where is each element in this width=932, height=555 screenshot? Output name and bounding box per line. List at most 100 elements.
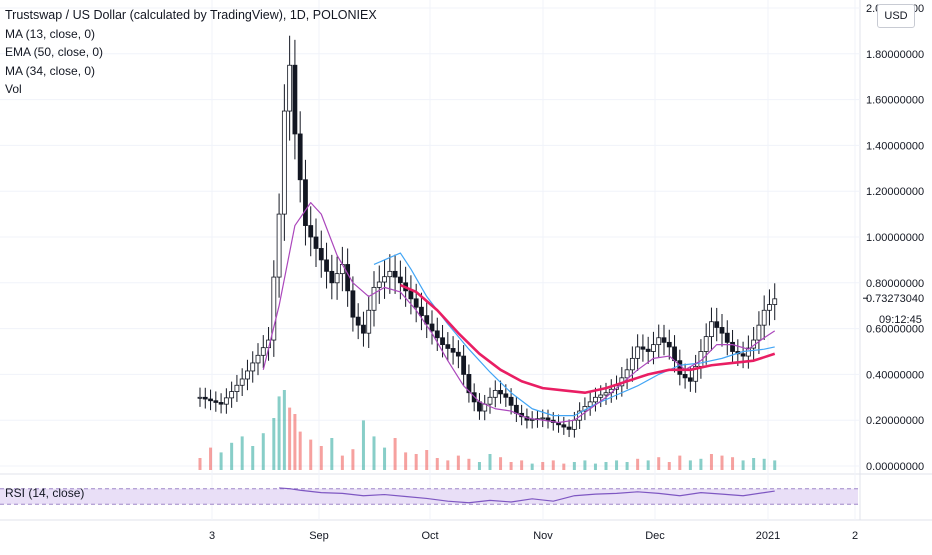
volume-bar [372,436,376,470]
volume-bar [272,418,276,470]
volume-bar [393,438,397,470]
volume-bar [488,454,492,470]
candle-body [767,304,772,311]
candle-body [376,281,382,288]
time-tick-label: 3 [209,530,215,542]
indicator-ma13[interactable]: MA (13, close, 0) [5,26,96,41]
indicator-ema50[interactable]: EMA (50, close, 0) [5,45,104,59]
volume-bar [625,462,629,470]
candle-body [629,357,635,371]
candle-body [234,384,240,392]
volume-bar [446,460,450,470]
candle-body [724,332,730,343]
price-tick-label: 1.80000000 [866,49,924,61]
candle-body [598,394,604,398]
candle-body [498,390,503,395]
volume-bar [636,458,640,470]
candle-body [714,321,720,328]
candle-body [645,348,651,352]
candle-body [640,346,646,350]
candle-body [682,373,688,379]
candle-body [213,400,219,403]
candle-body [245,370,250,380]
candle-body [382,276,387,283]
volume-bar [330,438,334,470]
candle-body [687,377,693,382]
candle-body [529,419,535,421]
indicator-ma34[interactable]: MA (34, close, 0) [5,63,96,78]
rsi-panel [0,487,858,505]
candle-body [429,323,435,332]
candle-body [197,396,203,399]
price-tick-label: 0.20000000 [866,415,924,427]
candle-body [730,341,735,352]
volume-bar [593,463,597,470]
volume-bar [720,455,724,470]
candle-body [492,390,498,398]
volume-bar [404,452,408,470]
candle-body [450,348,456,353]
currency-button[interactable]: USD [877,4,915,28]
price-tick-label: 0.80000000 [866,278,924,290]
ma13-line [262,202,776,424]
candle-body [229,391,235,399]
time-tick-label: Sep [309,530,329,542]
candle-body [366,309,372,334]
price-tick-label: 0.40000000 [866,369,924,381]
volume-bar [667,462,671,470]
volume-bar [414,454,418,470]
candle-body [397,276,403,284]
symbol-title: Trustswap / US Dollar (calculated by Tra… [5,8,377,22]
candle-body [487,396,493,405]
candle-body [355,316,361,326]
rsi-indicator-label[interactable]: RSI (14, close) [5,486,85,500]
volume-bar [530,463,534,470]
candle-body [334,273,340,284]
indicator-vol[interactable]: Vol [5,82,22,96]
candle-body [508,396,514,406]
candle-body [329,270,335,284]
volume-bar [615,460,619,470]
candle-body [387,270,393,278]
time-tick-label: 2021 [756,530,780,542]
volume-bar [425,450,429,470]
moving-averages [262,202,776,424]
candle-body [276,213,282,278]
volume-bar [583,460,587,470]
volume-bar [572,462,576,470]
candle-body [218,402,224,405]
candle-body [303,179,308,226]
volume-bar [288,407,292,470]
volume-bar [499,457,503,470]
volume-bar [240,436,244,470]
volume-bar [198,458,202,470]
time-tick-label: Dec [645,530,665,542]
volume-bar [456,455,460,470]
volume-bar [351,449,355,470]
volume-bar [319,446,323,470]
volume-bar [309,439,313,470]
candle-body [466,373,472,394]
price-tick-label: 1.00000000 [866,232,924,244]
volume-bar [646,460,650,470]
candle-body [761,309,767,326]
candle-body [208,398,213,402]
price-tick-label: 0.00000000 [866,461,924,473]
volume-bar [509,462,513,470]
candle-body [239,378,245,386]
rsi-line [279,487,775,504]
candle-body [281,110,287,215]
volume-bar [261,433,265,470]
candle-body [440,337,445,346]
candle-body [424,315,430,325]
candle-body [677,360,683,375]
candle-body [292,64,298,135]
price-tick-label: 1.60000000 [866,95,924,107]
candle-body [345,264,351,292]
volume-bar [678,455,682,470]
candle-body [503,393,509,398]
volume-bar [773,460,777,470]
candle-body [477,401,482,412]
